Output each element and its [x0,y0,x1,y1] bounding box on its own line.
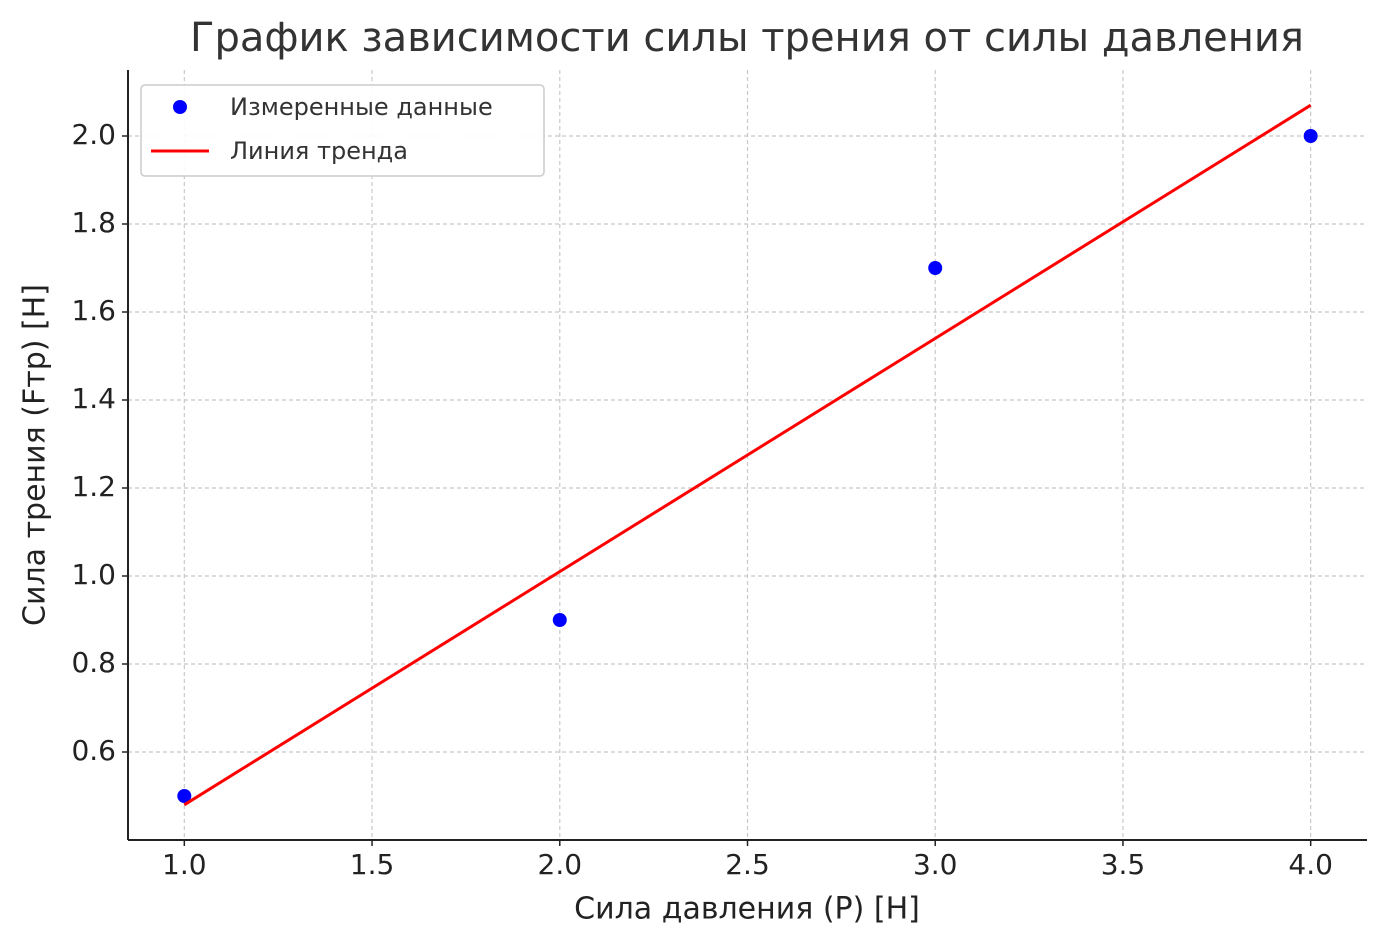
trend-line [183,103,1312,807]
y-tick-label: 1.0 [71,558,116,591]
legend-box [140,84,545,177]
y-tick-label: 1.2 [71,470,116,503]
x-tick-label: 2.0 [538,848,583,881]
chart-title: График зависимости силы трения от силы д… [190,15,1304,61]
x-tick-label: 3.5 [1101,848,1146,881]
legend-label: Измеренные данные [230,93,493,121]
x-tick-label: 4.0 [1288,848,1333,881]
y-tick-label: 1.8 [71,206,116,239]
y-tick-label: 0.8 [71,646,116,679]
legend-label: Линия тренда [230,137,408,165]
data-point [177,789,192,803]
x-tick-label: 1.0 [162,848,207,881]
data-point [928,261,943,275]
x-tick-label: 2.5 [725,848,770,881]
x-axis-label: Сила давления (P) [Н] [574,892,920,927]
y-tick-label: 1.4 [71,382,116,415]
x-tick-label: 3.0 [913,848,958,881]
data-point [1303,129,1318,143]
legend-marker [173,100,187,114]
y-tick-label: 2.0 [71,118,116,151]
data-point [552,613,567,627]
y-tick-label: 1.6 [71,294,116,327]
x-tick-label: 1.5 [350,848,395,881]
y-axis-label: Сила трения (Fтр) [Н] [18,284,53,626]
y-tick-label: 0.6 [71,734,116,767]
